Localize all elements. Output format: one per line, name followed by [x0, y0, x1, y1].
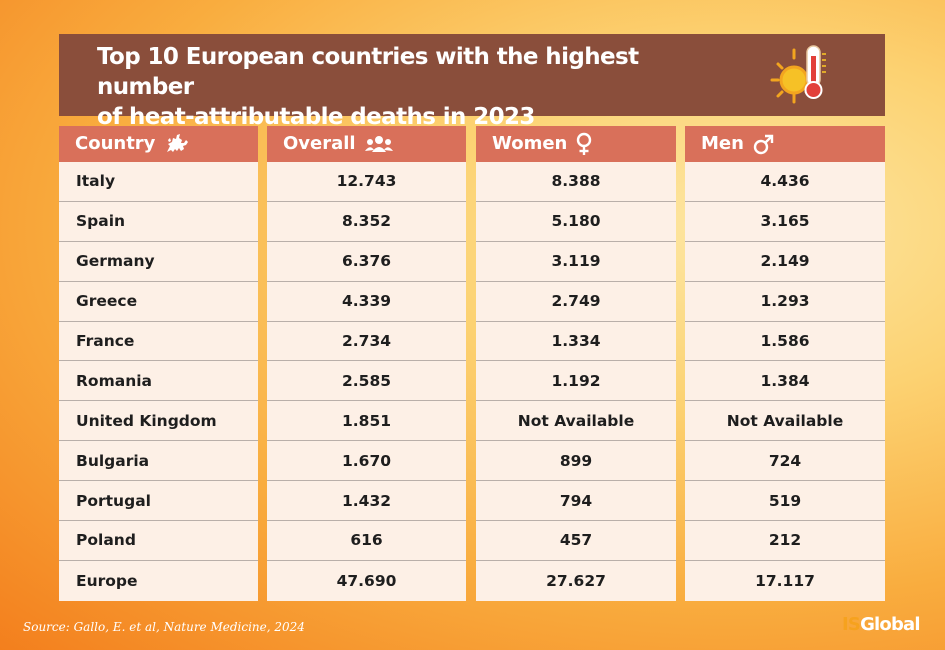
sun-thermometer-icon: [770, 45, 826, 104]
column-men: Men 4.436 3.165 2.149 1.293 1.586 1.384 …: [685, 126, 885, 601]
people-group-icon: [364, 136, 393, 152]
table-cell: 794: [476, 481, 676, 522]
table-cell: 8.352: [267, 202, 466, 242]
table-cell: 3.119: [476, 242, 676, 282]
table-cell: 4.339: [267, 282, 466, 322]
table-cell: 5.180: [476, 202, 676, 242]
table-row: Portugal: [59, 481, 258, 522]
table-cell: 1.293: [685, 282, 885, 322]
logo-global: Global: [860, 614, 921, 635]
table-cell: 212: [685, 521, 885, 561]
table-row: Spain: [59, 202, 258, 242]
table-cell: 12.743: [267, 162, 466, 202]
table-cell: 1.334: [476, 322, 676, 362]
table-cell: 1.586: [685, 322, 885, 362]
table-cell: 1.192: [476, 361, 676, 402]
table-cell: 6.376: [267, 242, 466, 282]
table-cell: 47.690: [336, 571, 397, 590]
male-symbol-icon: [753, 134, 774, 155]
table-cell: 4.436: [685, 162, 885, 202]
header-country-label: Country: [75, 133, 156, 154]
title-line-2: of heat-attributable deaths in 2023: [97, 104, 535, 130]
column-women: Women 8.388 5.180 3.119 2.749 1.334 1.19…: [476, 126, 676, 601]
logo-is: IS: [842, 614, 861, 635]
table-cell: 2.585: [267, 361, 466, 402]
title-banner: Top 10 European countries with the highe…: [59, 34, 885, 130]
table-row: France: [59, 322, 258, 362]
table-cell: 1.384: [685, 361, 885, 402]
table-cell: 724: [685, 441, 885, 482]
table-cell: 2.734: [267, 322, 466, 362]
table-row: Romania: [59, 361, 258, 402]
table-cell: Not Available: [685, 401, 885, 442]
table-cell: 519: [685, 481, 885, 522]
table-cell: 616: [267, 521, 466, 561]
column-overall: Overall 12.743 8.352 6.376 4.339 2.734 2…: [267, 126, 466, 601]
table-cell: Not Available: [476, 401, 676, 442]
header-overall-label: Overall: [283, 133, 356, 154]
table-cell: 8.388: [476, 162, 676, 202]
table-cell: 1.432: [267, 481, 466, 522]
table-row: Germany: [59, 242, 258, 282]
isglobal-logo: ISGlobal: [842, 614, 921, 635]
table-row: Italy: [59, 162, 258, 202]
table-cell: 1.670: [267, 441, 466, 482]
table-cell: 2.749: [476, 282, 676, 322]
header-women: Women: [476, 126, 676, 162]
table-row: Europe: [76, 571, 138, 590]
header-men: Men: [685, 126, 885, 162]
header-country: Country: [59, 126, 258, 162]
female-symbol-icon: [577, 132, 592, 155]
table-cell: 3.165: [685, 202, 885, 242]
page-title: Top 10 European countries with the highe…: [97, 42, 737, 132]
table-cell: 1.851: [267, 401, 466, 442]
source-citation: Source: Gallo, E. et al, Nature Medicine…: [23, 620, 305, 634]
table-row: Bulgaria: [59, 441, 258, 482]
table-cell: 457: [476, 521, 676, 561]
column-country: Country Italy Spain Germany Greece Franc…: [59, 126, 258, 601]
table-cell: 899: [476, 441, 676, 482]
header-women-label: Women: [492, 133, 568, 154]
table-cell: 17.117: [755, 571, 815, 590]
table-cell: 2.149: [685, 242, 885, 282]
europe-map-icon: [167, 134, 189, 152]
title-line-1: Top 10 European countries with the highe…: [97, 44, 639, 100]
table-row: Greece: [59, 282, 258, 322]
table-row: Poland: [59, 521, 258, 561]
header-men-label: Men: [701, 133, 744, 154]
table-row: United Kingdom: [59, 401, 258, 442]
table-cell: 27.627: [546, 571, 606, 590]
header-overall: Overall: [267, 126, 466, 162]
